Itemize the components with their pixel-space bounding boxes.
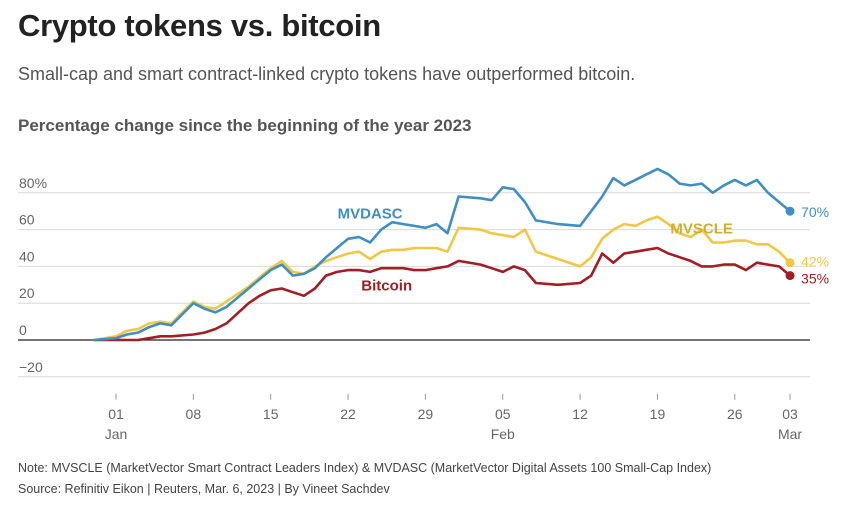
y-tick-label: 60 (19, 212, 35, 228)
chart-title-heading: Crypto tokens vs. bitcoin (18, 8, 381, 43)
y-tick-label: −20 (19, 359, 43, 375)
series-name-label: Bitcoin (361, 277, 412, 294)
x-tick-label: 08 (186, 406, 202, 422)
x-tick-label: 15 (263, 406, 279, 422)
x-tick-label: 26 (727, 406, 743, 422)
x-tick-label: 29 (418, 406, 434, 422)
label-layer: 70% 42%35% MVDASC MVSCLE Bitcoin (338, 204, 829, 294)
y-tick-label: 0 (19, 322, 27, 338)
x-tick-sublabel: Mar (778, 426, 802, 442)
x-tick-sublabel: Feb (491, 426, 515, 442)
end-point-mvdasc (785, 206, 795, 216)
end-value-label: 70% (801, 204, 829, 220)
y-tick-label: 80% (19, 175, 47, 191)
y-tick-label: 20 (19, 285, 35, 301)
footnote: Note: MVSCLE (MarketVector Smart Contrac… (18, 461, 712, 475)
axis-layer: −20 0 20 40 60 80% 01 Jan 08 15 22 29 05 Feb 12 19 26 03 M… (19, 175, 802, 442)
series-line-bitcoin (92, 246, 792, 342)
x-tick-label: 01 (108, 406, 124, 422)
end-value-label: 42% (801, 254, 829, 270)
series-layer (92, 167, 795, 342)
end-value-label: 35% (801, 271, 829, 287)
x-tick-label: 12 (572, 406, 588, 422)
series-line-mvdasc (92, 167, 792, 342)
x-tick-label: 22 (340, 406, 356, 422)
x-tick-label: 05 (495, 406, 511, 422)
x-tick-sublabel: Jan (105, 426, 128, 442)
end-point-mvscle (785, 258, 795, 268)
series-line-mvscle (92, 215, 792, 342)
source-line: Source: Refinitiv Eikon | Reuters, Mar. … (18, 482, 390, 496)
x-tick-label: 19 (650, 406, 666, 422)
x-tick-label: 03 (782, 406, 798, 422)
grid-layer (18, 192, 810, 378)
y-tick-label: 40 (19, 248, 35, 264)
end-point-bitcoin (785, 271, 795, 281)
series-name-label: MVDASC (338, 206, 403, 223)
chart-subtitle: Small-cap and smart contract-linked cryp… (18, 64, 636, 84)
series-name-label: MVSCLE (670, 220, 733, 237)
chart-axis-caption: Percentage change since the beginning of… (18, 116, 472, 135)
